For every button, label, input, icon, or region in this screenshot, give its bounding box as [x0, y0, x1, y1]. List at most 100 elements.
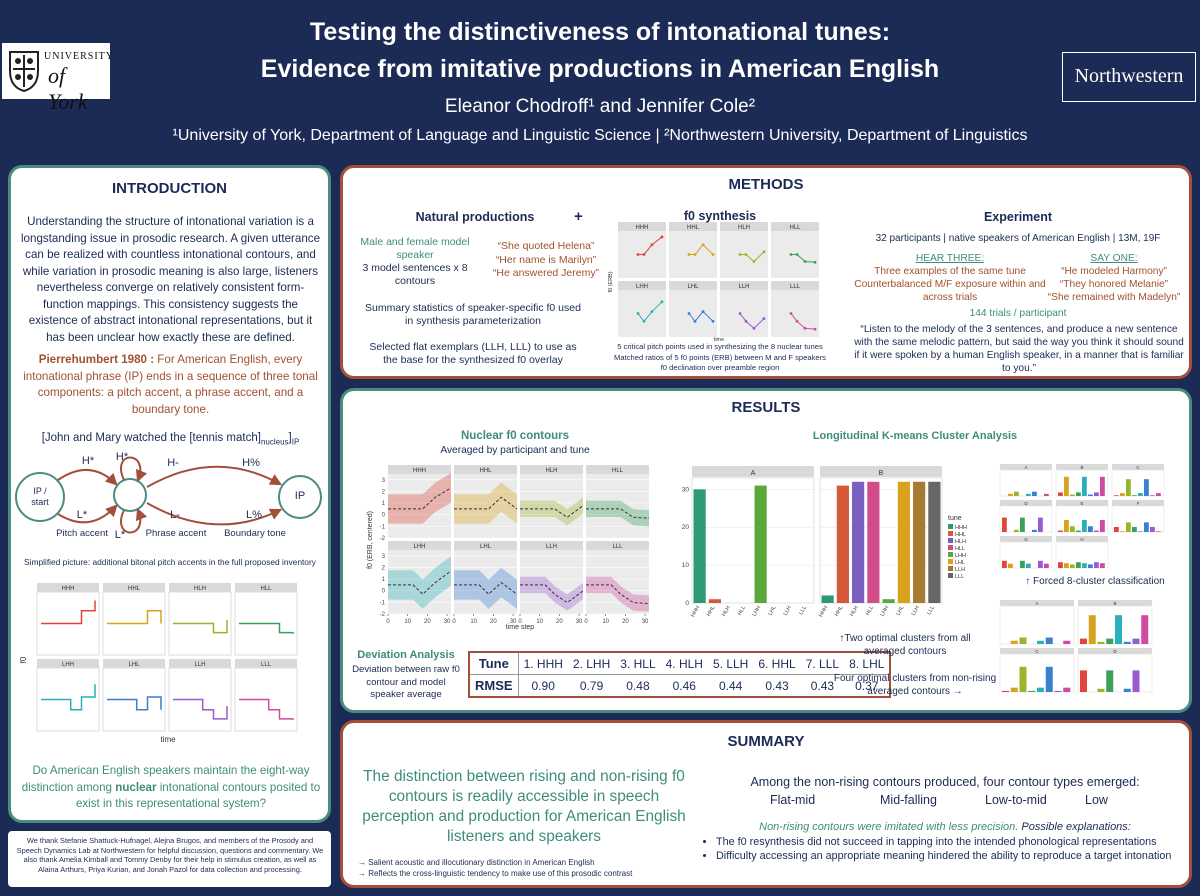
crest [9, 51, 39, 93]
title-line: Testing the distinctiveness of intonatio… [309, 18, 891, 46]
bullet: Difficulty accessing an appropriate mean… [716, 850, 1196, 864]
explanations: Possible explanations: [1018, 821, 1131, 833]
example-sub: nucleus [260, 437, 289, 447]
text: Three examples of the same tune [874, 266, 1026, 277]
rmse-cell: 0.48 [626, 678, 650, 693]
point: → Salient acoustic and illocutionary dis… [358, 858, 595, 867]
tune-cell: 8. LHL [844, 653, 890, 675]
example-sub: IP [291, 437, 300, 447]
main-finding: The distinction between rising and non-r… [362, 768, 686, 845]
row-header: RMSE [470, 674, 519, 696]
contour-type: Low-to-mid [985, 793, 1047, 807]
subheading: Deviation Analysis [357, 649, 455, 661]
tune-cell: 5. LLH [707, 653, 754, 675]
section-heading: RESULTS [731, 399, 801, 416]
state-label: IP [294, 490, 306, 502]
table-row: RMSE 0.90 0.79 0.48 0.46 0.44 0.43 0.43 0.37 [470, 674, 889, 696]
logo-text: of York [48, 63, 88, 114]
tune-cell: 6. HHL [753, 653, 801, 675]
paragraph: Understanding the structure of intonatio… [20, 215, 321, 344]
label: HEAR THREE: [915, 253, 985, 264]
bullets: The f0 resynthesis did not succeed in ta… [700, 836, 1196, 863]
rmse-cell: 0.46 [672, 678, 696, 693]
rmse-cell: 0.90 [531, 678, 555, 693]
affiliations: ¹University of York, Department of Langu… [172, 127, 1028, 144]
table-row: Tune 1. HHH 2. LHH 3. HLL 4. HLH 5. LLH 6. HHL… [470, 653, 890, 675]
caption: Simplified picture: additional bitonal p… [24, 557, 316, 567]
northwestern-logo: Northwestern [1062, 52, 1196, 102]
subheading: Experiment [983, 210, 1053, 224]
quote: “They honored Melanie” [1059, 279, 1169, 290]
note: ↑ Forced 8-cluster classification [1025, 576, 1165, 587]
rmse-cell: 0.37 [855, 678, 879, 693]
text: Non-rising contours were imitated with l… [700, 821, 1190, 833]
quote: “He modeled Harmony” [1061, 266, 1167, 277]
text: 32 participants | native speakers of Ame… [875, 233, 1161, 244]
question-bold: nuclear [115, 780, 157, 794]
question: Do American English speakers maintain th… [20, 763, 322, 813]
subheading: f0 synthesis [683, 209, 757, 223]
text: Summary statistics of speaker-specific f… [365, 302, 581, 327]
summary-panel [340, 720, 1192, 888]
example: ] [288, 432, 292, 444]
rmse-table-box: Tune 1. HHH 2. LHH 3. HLL 4. HLH 5. LLH 6. HHL… [468, 651, 892, 698]
caption: Matched ratios of 5 f0 points (ERB) betw… [614, 352, 826, 362]
acknowledgments-panel [8, 831, 331, 887]
rmse-cell: 0.79 [579, 678, 604, 693]
tune-cell: 3. HLL [615, 653, 661, 675]
title-line: Evidence from imitative productions in A… [260, 55, 940, 83]
subheading: Longitudinal K-means Cluster Analysis [812, 430, 1018, 442]
york-logo: UNIVERSITY of York [2, 43, 113, 114]
caption: 5 critical pitch points used in synthesi… [617, 342, 823, 351]
logo-text: UNIVERSITY [44, 51, 114, 62]
quote: “She remained with Madelyn” [1047, 292, 1181, 303]
example: [John and Mary watched the [tennis match… [41, 432, 261, 444]
rmse-cell: 0.44 [718, 678, 743, 693]
question-text: intonational contours posited to exist i… [75, 780, 321, 811]
subheading: Nuclear f0 contours [461, 430, 569, 442]
instruction: “Listen to the melody of the 3 sentences… [854, 324, 1184, 374]
authors: Eleanor Chodroff¹ and Jennifer Cole² [444, 96, 756, 117]
example-sentence: [John and Mary watched the [tennis match… [18, 432, 323, 446]
paragraph: Pierrehumbert 1980 : For American Englis… [18, 352, 323, 418]
question-text: Do American English speakers maintain th… [21, 764, 310, 794]
label: SAY ONE: [1090, 253, 1138, 264]
contour-type: Low [1085, 793, 1108, 807]
contour-type: Mid-falling [880, 793, 937, 807]
rmse-cell: 0.43 [810, 678, 835, 693]
caption: f0 declination over preamble region [660, 363, 780, 372]
acknowledgments: We thank Stefanie Shattuck-Hufnagel, Ale… [16, 836, 324, 874]
row-header: Tune [470, 653, 519, 675]
citation: Pierrehumbert 1980 : [38, 353, 155, 366]
text: Among the non-rising contours produced, … [750, 775, 1140, 789]
title: Testing the distinctiveness of intonatio… [0, 14, 1200, 88]
text: Deviation between raw f0 contour and mod… [352, 664, 460, 700]
section-heading: SUMMARY [727, 733, 805, 750]
point: → Reflects the cross-linguistic tendency… [358, 869, 633, 878]
text: Male and female model speaker [360, 236, 470, 261]
text: 144 trials / participant [969, 308, 1067, 319]
citation-text: For American English, every intonational… [23, 353, 318, 416]
plus: + [574, 208, 583, 225]
tune-cell: 2. LHH [567, 653, 616, 675]
quotes: “She quoted Helena” “Her name is Marilyn… [484, 240, 608, 281]
hear: HEAR THREE: Three examples of the same t… [852, 252, 1048, 304]
tune-cell: 1. HHH [518, 653, 568, 675]
text: 3 model sentences x 8 contours [362, 262, 468, 287]
rmse-cell: 0.43 [765, 678, 789, 693]
rmse-table: Tune 1. HHH 2. LHH 3. HLL 4. HLH 5. LLH 6. HHL… [470, 653, 890, 696]
state-label: IP / start [31, 486, 49, 507]
say: SAY ONE: “He modeled Harmony” “They hono… [1040, 252, 1188, 304]
points: → Salient acoustic and illocutionary dis… [358, 857, 688, 879]
note: ↑Two optimal clusters from all averaged … [839, 633, 971, 657]
tune-cell: 4. HLH [660, 653, 708, 675]
captions: 5 critical pitch points used in synthesi… [604, 342, 836, 374]
bullet: The f0 resynthesis did not succeed in ta… [716, 836, 1196, 850]
logo-text: Northwestern [1074, 65, 1184, 87]
subheading: Averaged by participant and tune [440, 445, 590, 456]
section-heading: INTRODUCTION [112, 180, 227, 197]
quote: “She quoted Helena” [497, 240, 595, 252]
text: Selected flat exemplars (LLH, LLL) to us… [369, 341, 577, 366]
precision: Non-rising contours were imitated with l… [759, 821, 1019, 833]
